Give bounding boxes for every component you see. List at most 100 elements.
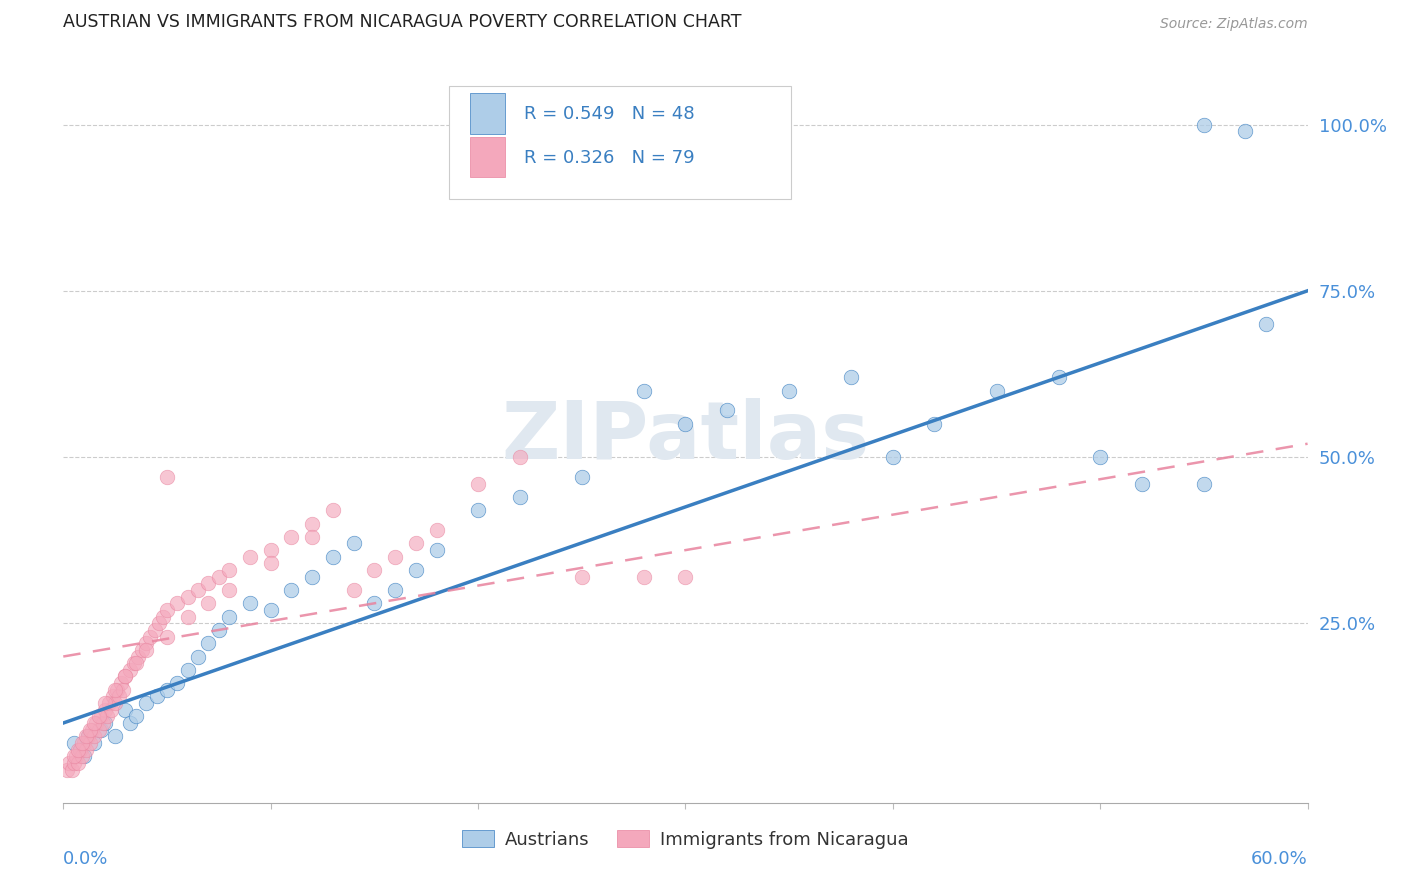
- Point: [301, 516, 323, 531]
- Point: [56, 763, 79, 777]
- Point: [343, 536, 366, 550]
- Point: [177, 590, 200, 604]
- Point: [148, 616, 170, 631]
- Point: [218, 609, 240, 624]
- Point: [62, 736, 84, 750]
- Point: [177, 663, 200, 677]
- Point: [83, 736, 105, 750]
- Point: [260, 557, 283, 571]
- Point: [187, 582, 209, 597]
- Point: [571, 570, 593, 584]
- Point: [208, 570, 231, 584]
- Point: [301, 530, 323, 544]
- Point: [125, 656, 148, 670]
- Point: [62, 749, 84, 764]
- Point: [1130, 476, 1153, 491]
- Text: 60.0%: 60.0%: [1251, 850, 1308, 868]
- Point: [75, 742, 97, 756]
- Text: AUSTRIAN VS IMMIGRANTS FROM NICARAGUA POVERTY CORRELATION CHART: AUSTRIAN VS IMMIGRANTS FROM NICARAGUA PO…: [63, 13, 742, 31]
- Point: [108, 690, 131, 704]
- Point: [166, 676, 188, 690]
- Point: [467, 503, 489, 517]
- Point: [152, 609, 174, 624]
- Point: [239, 596, 262, 610]
- Point: [122, 656, 145, 670]
- Point: [93, 716, 117, 731]
- FancyBboxPatch shape: [449, 86, 792, 200]
- Point: [986, 384, 1008, 398]
- Point: [73, 736, 96, 750]
- Point: [384, 549, 406, 564]
- Point: [58, 756, 80, 770]
- Text: R = 0.549   N = 48: R = 0.549 N = 48: [523, 104, 695, 123]
- Point: [110, 676, 132, 690]
- Point: [125, 709, 148, 723]
- Point: [87, 723, 110, 737]
- Point: [83, 716, 105, 731]
- Point: [73, 749, 96, 764]
- Point: [100, 703, 122, 717]
- Point: [156, 470, 179, 484]
- Legend: Austrians, Immigrants from Nicaragua: Austrians, Immigrants from Nicaragua: [454, 823, 917, 856]
- Point: [841, 370, 863, 384]
- Point: [75, 729, 97, 743]
- Point: [135, 636, 157, 650]
- Point: [118, 663, 141, 677]
- Point: [197, 636, 219, 650]
- Point: [322, 549, 344, 564]
- Point: [105, 682, 128, 697]
- Point: [93, 696, 117, 710]
- Point: [131, 643, 153, 657]
- Point: [280, 530, 302, 544]
- Point: [405, 536, 427, 550]
- Point: [924, 417, 946, 431]
- Point: [69, 742, 91, 756]
- Point: [101, 690, 124, 704]
- Point: [66, 756, 89, 770]
- Point: [79, 736, 101, 750]
- Point: [90, 723, 112, 737]
- Point: [187, 649, 209, 664]
- Point: [177, 609, 200, 624]
- Point: [426, 543, 449, 558]
- Point: [70, 749, 93, 764]
- Point: [363, 596, 385, 610]
- Text: R = 0.326   N = 79: R = 0.326 N = 79: [523, 149, 695, 167]
- Point: [114, 669, 136, 683]
- Point: [509, 490, 531, 504]
- Point: [405, 563, 427, 577]
- Point: [322, 503, 344, 517]
- Point: [104, 729, 127, 743]
- Point: [882, 450, 904, 464]
- Point: [77, 729, 100, 743]
- Point: [218, 563, 240, 577]
- Point: [90, 709, 112, 723]
- Point: [86, 716, 108, 731]
- Point: [79, 723, 101, 737]
- Point: [156, 682, 179, 697]
- Point: [363, 563, 385, 577]
- Point: [69, 742, 91, 756]
- Point: [91, 716, 114, 731]
- Point: [60, 763, 83, 777]
- Point: [239, 549, 262, 564]
- Point: [70, 736, 93, 750]
- Point: [260, 603, 283, 617]
- Point: [66, 742, 89, 756]
- Point: [1047, 370, 1070, 384]
- Point: [778, 384, 800, 398]
- Point: [633, 570, 655, 584]
- Point: [156, 603, 179, 617]
- Point: [135, 643, 157, 657]
- FancyBboxPatch shape: [470, 137, 505, 178]
- Text: 0.0%: 0.0%: [63, 850, 108, 868]
- FancyBboxPatch shape: [470, 94, 505, 134]
- Point: [93, 703, 117, 717]
- Point: [104, 682, 127, 697]
- Point: [1192, 118, 1215, 132]
- Point: [97, 696, 120, 710]
- Point: [166, 596, 188, 610]
- Point: [139, 630, 162, 644]
- Point: [509, 450, 531, 464]
- Point: [87, 709, 110, 723]
